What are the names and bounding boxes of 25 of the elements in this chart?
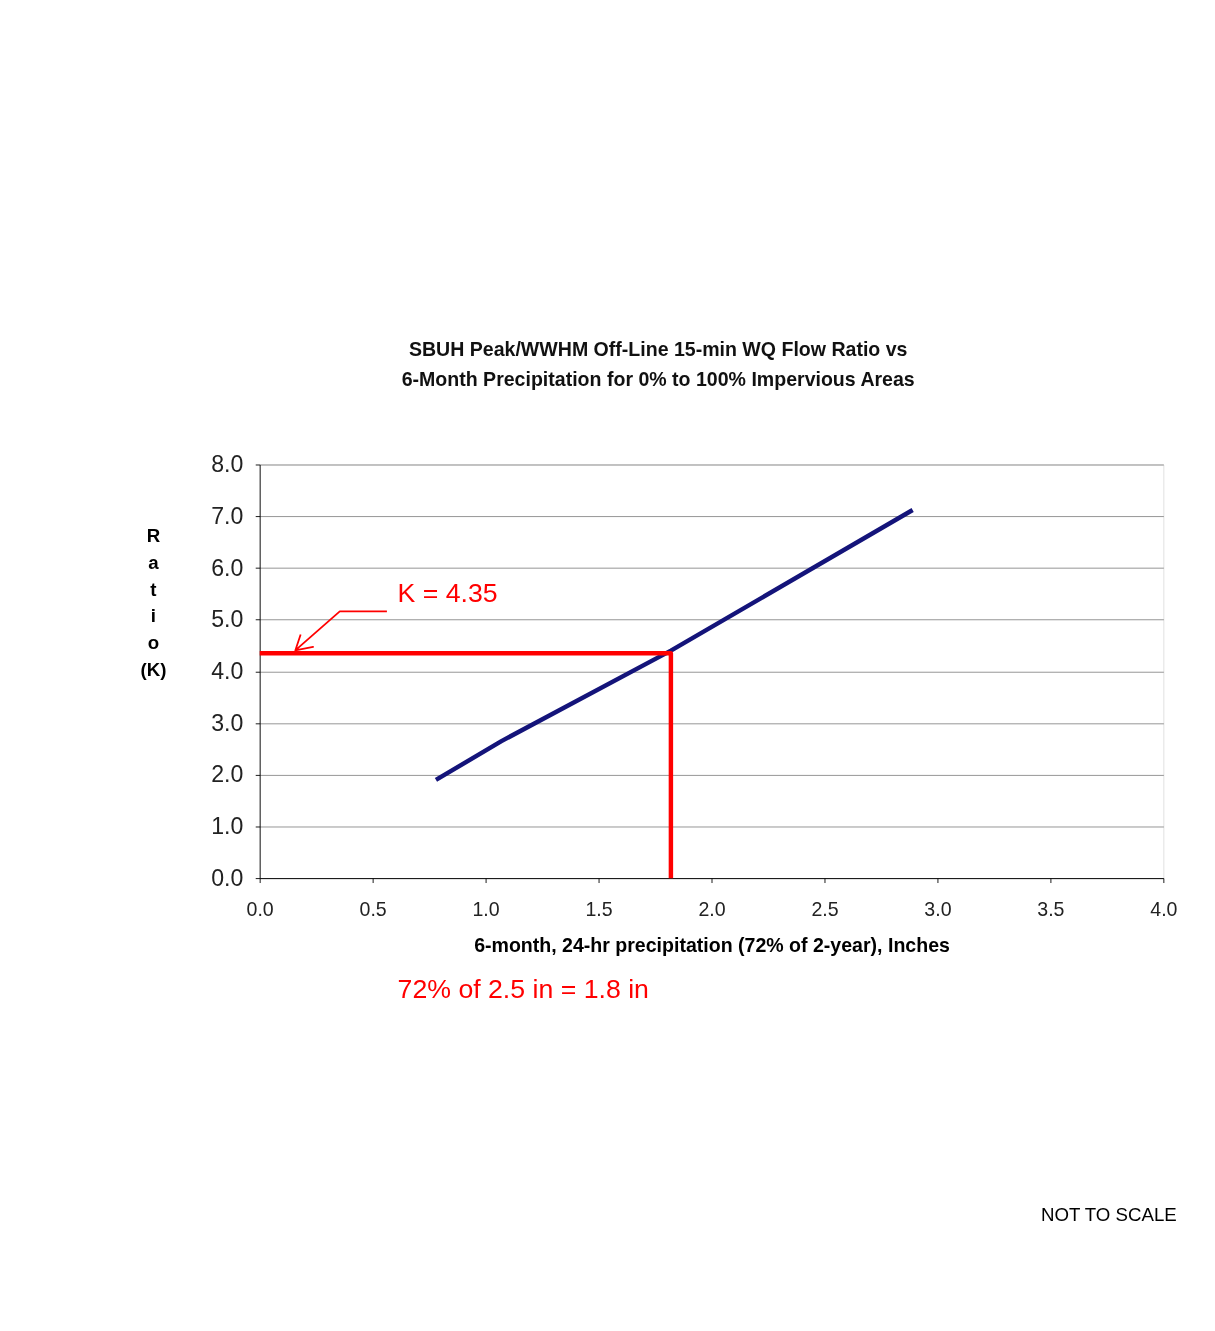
text: NOT TO SCALE <box>1040 1203 1177 1225</box>
y-axis-title: Ratio (K) <box>140 525 167 680</box>
x-tick-label: 2.5 <box>811 897 839 920</box>
text: 6-Month Precipitation for 0% to 100% Impervious Areas <box>401 368 915 391</box>
x-tick-label: 0.5 <box>359 897 387 920</box>
x-tick-label: 3.5 <box>1037 897 1065 920</box>
y-tick-label: 7.0 <box>211 502 244 529</box>
x-tick-label: 0.0 <box>246 897 274 920</box>
x-tick-label: 2.0 <box>698 897 726 920</box>
y-tick-label: 4.0 <box>211 657 244 684</box>
text: 72% of 2.5 in = 1.8 in <box>397 974 649 1005</box>
y-tick-label: 8.0 <box>211 451 244 478</box>
x-tick-label: 3.0 <box>924 897 952 920</box>
y-tick-label: 0.0 <box>211 864 244 891</box>
x-tick-label: 4.0 <box>1150 897 1178 920</box>
x-axis-title: 6-month, 24-hr precipitation (72% of 2-year), Inches <box>474 934 950 957</box>
y-tick-label: 6.0 <box>211 554 244 581</box>
y-tick-label: 5.0 <box>211 606 244 633</box>
annotation: K = 4.35 <box>397 577 498 608</box>
y-tick-label: 1.0 <box>211 813 244 839</box>
y-tick-label: 3.0 <box>211 709 244 736</box>
y-tick-label: 2.0 <box>211 761 244 788</box>
text: SBUH Peak/WWHM Off-Line 15-min WQ Flow Ratio vs <box>408 338 908 361</box>
x-tick-label: 1.0 <box>472 897 500 920</box>
x-tick-label: 1.5 <box>585 897 613 920</box>
